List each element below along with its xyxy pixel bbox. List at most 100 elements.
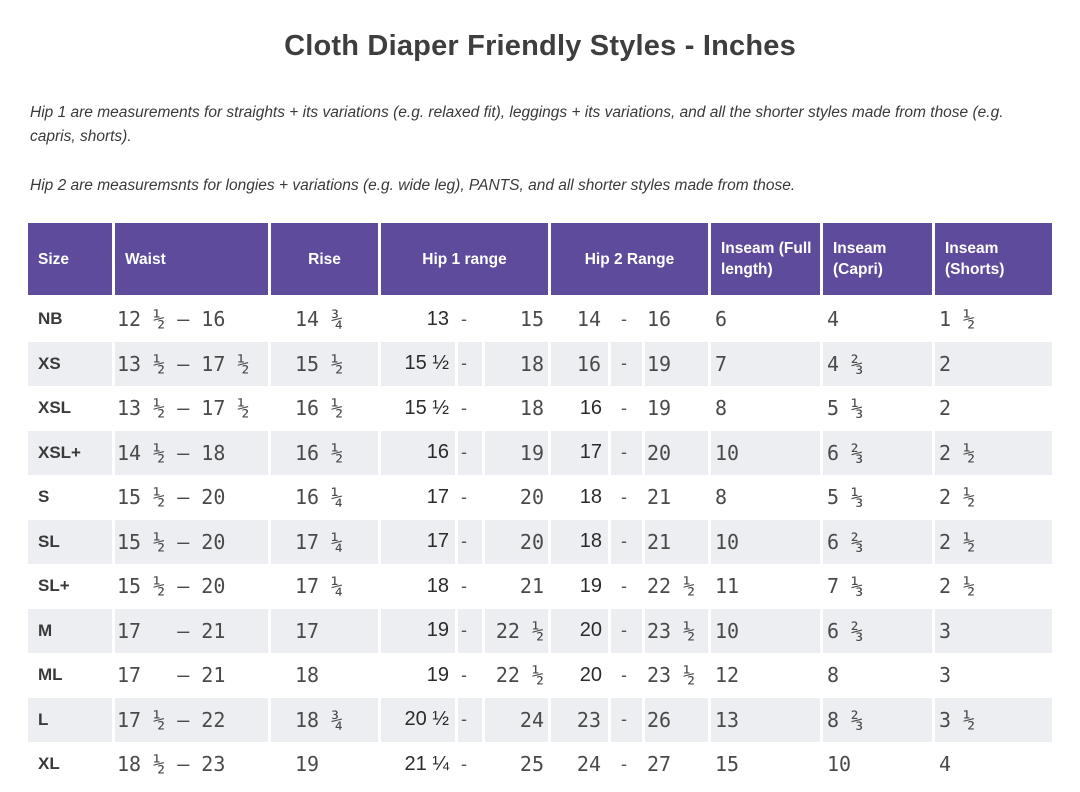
cell-hip2-to: 19 — [647, 396, 672, 421]
cell-rise: 16 ¼ — [295, 485, 344, 510]
hip2-range-dash: - — [621, 664, 627, 685]
cell-rise: 18 ¾ — [271, 697, 378, 742]
cell-hip1-to: 18 — [519, 396, 544, 421]
table-header-row: Size Waist Rise Hip 1 range Hip 2 Range … — [28, 223, 1052, 295]
header-size: Size — [28, 223, 112, 295]
cell-hip2-to: 16 — [647, 307, 672, 332]
hip1-range-dash: - — [458, 608, 482, 653]
cell-inseam-capri: 8 — [827, 663, 840, 688]
cell-hip2-from: 17 — [551, 430, 608, 475]
cell-hip1-from: 13 — [426, 307, 449, 330]
cell-inseam-shorts: 2 ½ — [935, 430, 1052, 475]
page-title: Cloth Diaper Friendly Styles - Inches — [284, 30, 796, 62]
cell-hip1-to: 20 — [519, 485, 544, 510]
cell-inseam-full: 11 — [715, 574, 740, 599]
cell-inseam-full: 8 — [715, 396, 728, 421]
cell-rise: 14 ¾ — [295, 307, 344, 332]
header-rise: Rise — [271, 223, 378, 295]
cell-inseam-full: 8 — [715, 485, 728, 510]
cell-rise: 17 — [271, 608, 378, 653]
cell-waist: 17 ½ – 22 — [115, 697, 268, 742]
header-inseam-capri: Inseam (Capri) — [823, 223, 932, 295]
table-row: ML 17 – 21 18 19-22 ½ 20-23 ½ 12 8 3 — [28, 653, 1052, 698]
hip1-range-dash: - — [461, 486, 467, 507]
cell-waist: 17 – 21 — [115, 608, 268, 653]
cell-size: ML — [38, 665, 63, 685]
cell-rise: 15 ½ — [271, 341, 378, 386]
hip2-range-dash: - — [611, 341, 642, 386]
cell-inseam-capri: 6 ⅔ — [823, 519, 932, 564]
cell-inseam-full: 10 — [711, 430, 820, 475]
cell-size: SL — [28, 519, 112, 564]
cell-hip1-to: 22 ½ — [495, 663, 544, 688]
cell-waist: 13 ½ – 17 ½ — [115, 341, 268, 386]
cell-hip2-from: 23 — [551, 697, 608, 742]
cell-inseam-capri: 4 ⅔ — [823, 341, 932, 386]
cell-hip1-from: 17 — [426, 485, 449, 508]
cell-size: L — [28, 697, 112, 742]
size-chart-table: Size Waist Rise Hip 1 range Hip 2 Range … — [28, 223, 1052, 787]
cell-waist: 17 – 21 — [117, 663, 226, 688]
cell-size: M — [28, 608, 112, 653]
cell-hip2-to: 23 ½ — [647, 663, 696, 688]
cell-waist: 13 ½ – 17 ½ — [117, 396, 250, 421]
cell-hip1-to: 18 — [485, 341, 548, 386]
cell-waist: 15 ½ – 20 — [117, 485, 226, 510]
cell-hip2-to: 21 — [647, 485, 672, 510]
cell-inseam-shorts: 2 — [935, 341, 1052, 386]
cell-hip1-from: 19 — [381, 608, 455, 653]
cell-hip2-from: 24 — [576, 752, 601, 777]
cell-hip1-from: 15 ½ — [404, 396, 449, 419]
cell-inseam-full: 12 — [715, 663, 740, 688]
hip2-range-dash: - — [621, 397, 627, 418]
hip1-range-dash: - — [461, 664, 467, 685]
cell-hip1-to: 15 — [519, 307, 544, 332]
cell-inseam-capri: 6 ⅔ — [823, 430, 932, 475]
cell-rise: 18 — [295, 663, 320, 688]
hip1-range-dash: - — [461, 575, 467, 596]
cell-hip2-from: 18 — [579, 485, 602, 508]
notes-section: Hip 1 are measurements for straights + i… — [30, 101, 1022, 198]
hip1-range-dash: - — [458, 519, 482, 564]
hip2-range-dash: - — [621, 486, 627, 507]
cell-inseam-capri: 7 ⅓ — [827, 574, 864, 599]
cell-inseam-full: 7 — [711, 341, 820, 386]
cell-inseam-shorts: 2 ½ — [935, 519, 1052, 564]
cell-hip1-from: 15 ½ — [381, 341, 455, 386]
cell-hip2-to: 20 — [645, 430, 708, 475]
cell-rise: 17 ¼ — [271, 519, 378, 564]
cell-hip1-from: 19 — [426, 663, 449, 686]
cell-inseam-capri: 10 — [827, 752, 852, 777]
cell-waist: 15 ½ – 20 — [115, 519, 268, 564]
note-hip2: Hip 2 are measuremsnts for longies + var… — [30, 177, 796, 194]
cell-size: NB — [38, 309, 63, 329]
hip1-range-dash: - — [461, 753, 467, 774]
cell-inseam-full: 15 — [715, 752, 740, 777]
hip2-range-dash: - — [611, 519, 642, 564]
cell-inseam-shorts: 2 ½ — [939, 485, 976, 510]
cell-rise: 19 — [295, 752, 320, 777]
cell-inseam-full: 10 — [711, 608, 820, 653]
header-hip2-range: Hip 2 Range — [551, 223, 708, 295]
cell-rise: 16 ½ — [271, 430, 378, 475]
cell-hip1-from: 21 ¼ — [404, 752, 449, 775]
cell-hip1-from: 20 ½ — [381, 697, 455, 742]
header-waist: Waist — [115, 223, 268, 295]
cell-inseam-full: 13 — [711, 697, 820, 742]
cell-waist: 15 ½ – 20 — [117, 574, 226, 599]
hip1-range-dash: - — [458, 341, 482, 386]
hip2-range-dash: - — [611, 697, 642, 742]
cell-hip1-to: 19 — [485, 430, 548, 475]
cell-waist: 12 ½ – 16 — [117, 307, 226, 332]
table-row: XL 18 ½ – 23 19 21 ¼ -25 24-27 15 10 4 — [28, 742, 1052, 787]
cell-inseam-shorts: 2 ½ — [939, 574, 976, 599]
header-inseam-shorts: Inseam (Shorts) — [935, 223, 1052, 295]
cell-size: XSL — [38, 398, 72, 418]
cell-hip2-from: 19 — [579, 574, 602, 597]
